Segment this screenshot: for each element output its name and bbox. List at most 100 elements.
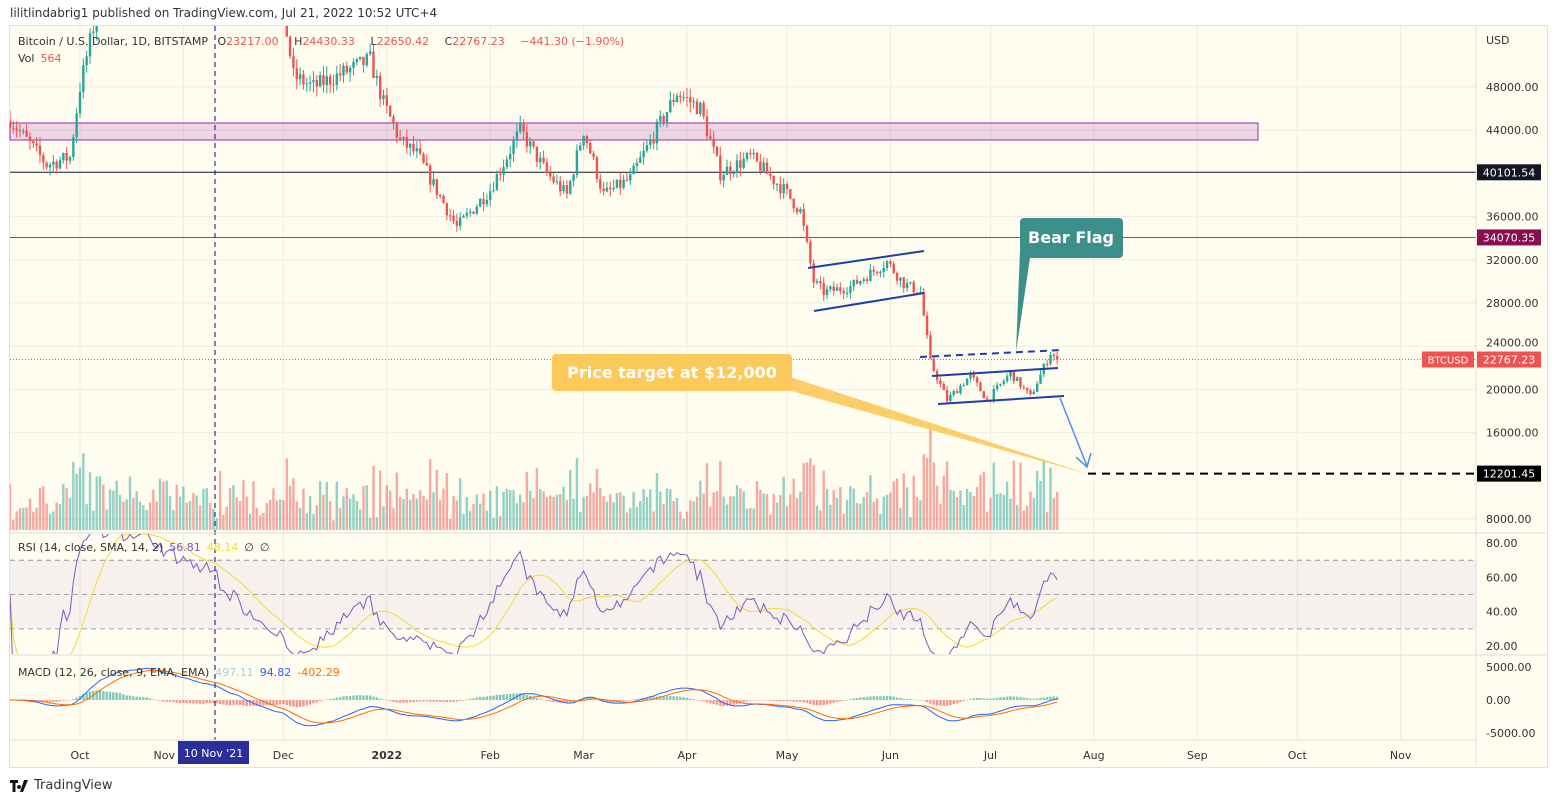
candle-body[interactable] bbox=[395, 123, 399, 138]
candle-body[interactable] bbox=[82, 65, 85, 92]
candle-body[interactable] bbox=[802, 209, 805, 226]
candle-body[interactable] bbox=[358, 56, 362, 60]
candle-body[interactable] bbox=[1052, 354, 1056, 356]
candle-body[interactable] bbox=[45, 162, 48, 168]
candle-body[interactable] bbox=[425, 162, 429, 166]
candle-body[interactable] bbox=[809, 241, 812, 264]
candle-body[interactable] bbox=[402, 137, 405, 139]
candle-body[interactable] bbox=[555, 181, 559, 183]
candle-body[interactable] bbox=[995, 385, 999, 389]
candle-body[interactable] bbox=[759, 161, 762, 172]
candle-body[interactable] bbox=[662, 115, 665, 123]
candle-body[interactable] bbox=[675, 95, 679, 103]
candle-body[interactable] bbox=[929, 335, 932, 359]
candle-body[interactable] bbox=[365, 54, 369, 66]
candle-body[interactable] bbox=[752, 152, 755, 155]
candle-body[interactable] bbox=[772, 176, 775, 185]
flag-lower-line[interactable] bbox=[937, 395, 1065, 405]
candle-body[interactable] bbox=[532, 141, 535, 147]
candle-body[interactable] bbox=[855, 279, 859, 284]
candle-body[interactable] bbox=[942, 383, 945, 391]
candle-body[interactable] bbox=[639, 157, 642, 163]
candle-body[interactable] bbox=[102, 0, 104, 5]
candle-body[interactable] bbox=[869, 269, 872, 282]
candle-body[interactable] bbox=[392, 116, 395, 124]
candle-body[interactable] bbox=[1049, 354, 1052, 365]
candle-body[interactable] bbox=[452, 215, 455, 222]
candle-body[interactable] bbox=[1055, 355, 1059, 360]
candle-body[interactable] bbox=[302, 74, 305, 85]
candle-body[interactable] bbox=[642, 150, 645, 158]
candle-body[interactable] bbox=[288, 36, 292, 57]
candle-body[interactable] bbox=[949, 394, 952, 402]
candle-body[interactable] bbox=[735, 160, 739, 173]
candle-body[interactable] bbox=[455, 221, 459, 226]
candle-body[interactable] bbox=[95, 15, 98, 32]
candle-body[interactable] bbox=[979, 382, 982, 392]
candle-body[interactable] bbox=[552, 176, 555, 183]
candle-body[interactable] bbox=[985, 398, 989, 400]
candle-body[interactable] bbox=[72, 137, 75, 157]
candle-body[interactable] bbox=[325, 76, 328, 86]
candle-body[interactable] bbox=[355, 59, 359, 62]
candle-body[interactable] bbox=[852, 279, 855, 287]
candle-body[interactable] bbox=[655, 121, 659, 144]
candle-body[interactable] bbox=[282, 0, 284, 1]
candle-body[interactable] bbox=[599, 179, 602, 189]
candle-body[interactable] bbox=[729, 166, 732, 174]
candle-body[interactable] bbox=[388, 105, 392, 117]
candle-body[interactable] bbox=[422, 153, 425, 163]
candle-body[interactable] bbox=[345, 65, 348, 73]
candle-body[interactable] bbox=[542, 157, 545, 163]
candle-body[interactable] bbox=[899, 277, 902, 281]
candle-body[interactable] bbox=[972, 373, 975, 378]
candle-body[interactable] bbox=[909, 282, 912, 284]
candle-body[interactable] bbox=[669, 99, 672, 113]
candle-body[interactable] bbox=[969, 373, 972, 379]
candle-body[interactable] bbox=[462, 215, 465, 218]
candle-body[interactable] bbox=[55, 161, 58, 169]
candle-body[interactable] bbox=[645, 145, 649, 151]
candle-body[interactable] bbox=[438, 195, 442, 197]
candle-body[interactable] bbox=[1022, 387, 1026, 389]
bear-flag-callout[interactable] bbox=[1020, 218, 1123, 258]
candle-body[interactable] bbox=[305, 83, 308, 85]
candle-body[interactable] bbox=[375, 75, 379, 78]
candle-body[interactable] bbox=[719, 155, 722, 181]
candle-body[interactable] bbox=[712, 138, 715, 147]
candle-body[interactable] bbox=[619, 179, 622, 188]
candle-body[interactable] bbox=[959, 385, 962, 394]
candle-body[interactable] bbox=[679, 95, 682, 98]
candle-body[interactable] bbox=[832, 286, 835, 291]
candle-body[interactable] bbox=[405, 137, 409, 148]
candle-body[interactable] bbox=[468, 211, 472, 213]
candle-body[interactable] bbox=[782, 183, 785, 194]
candle-body[interactable] bbox=[465, 212, 469, 216]
candle-body[interactable] bbox=[982, 391, 985, 399]
candle-body[interactable] bbox=[939, 380, 942, 384]
candle-body[interactable] bbox=[322, 75, 325, 86]
candle-body[interactable] bbox=[472, 211, 475, 214]
candle-body[interactable] bbox=[1032, 391, 1036, 395]
candle-body[interactable] bbox=[492, 190, 495, 192]
candle-body[interactable] bbox=[882, 267, 885, 272]
candle-body[interactable] bbox=[615, 179, 619, 188]
candle-body[interactable] bbox=[795, 208, 799, 213]
candle-body[interactable] bbox=[75, 113, 78, 138]
candle-body[interactable] bbox=[99, 0, 101, 15]
flag-upper-line[interactable] bbox=[931, 367, 1059, 377]
candle-body[interactable] bbox=[292, 56, 295, 69]
candle-body[interactable] bbox=[659, 115, 662, 122]
candle-body[interactable] bbox=[505, 159, 509, 168]
candle-body[interactable] bbox=[895, 272, 899, 281]
candle-body[interactable] bbox=[962, 385, 965, 387]
candle-body[interactable] bbox=[595, 157, 599, 180]
candle-body[interactable] bbox=[65, 152, 68, 161]
candle-body[interactable] bbox=[515, 131, 519, 141]
channel-lower-line[interactable] bbox=[813, 292, 925, 312]
candle-body[interactable] bbox=[632, 165, 635, 175]
candle-body[interactable] bbox=[839, 287, 842, 292]
candle-body[interactable] bbox=[835, 287, 839, 291]
candle-body[interactable] bbox=[575, 150, 579, 175]
